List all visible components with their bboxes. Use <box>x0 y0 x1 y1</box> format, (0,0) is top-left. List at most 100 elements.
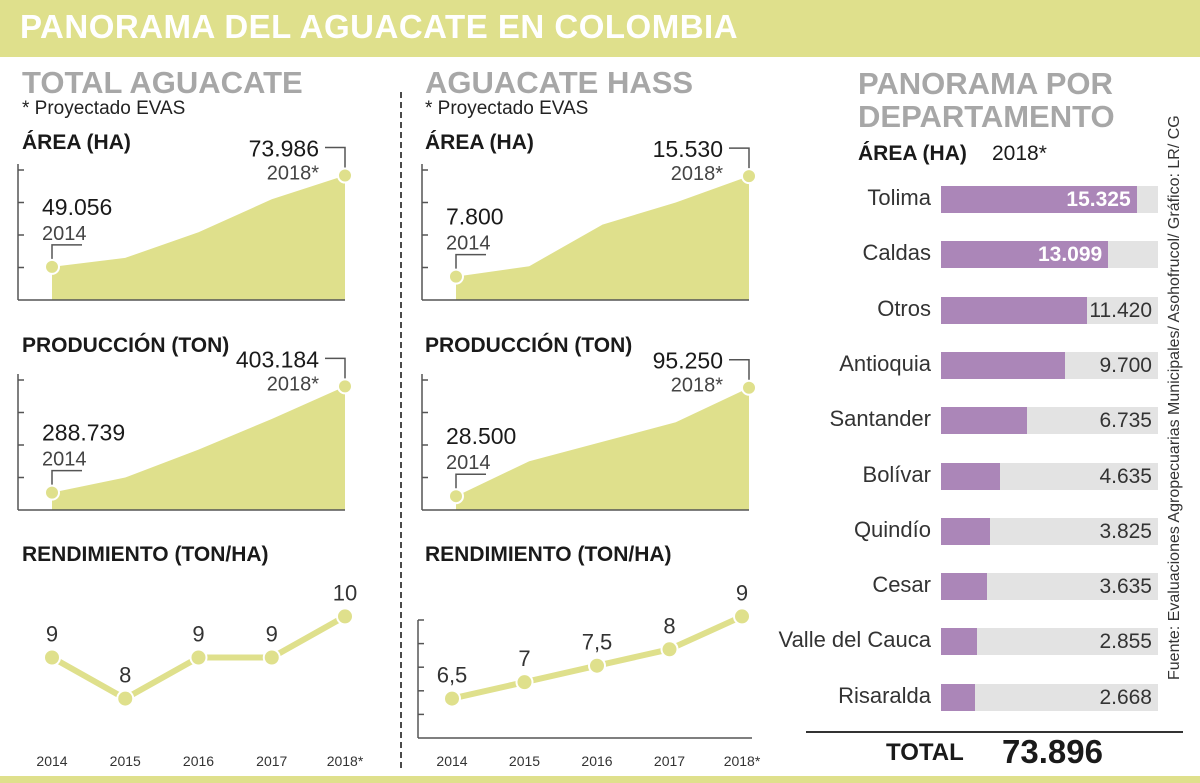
bar-value-label: 3.635 <box>1099 575 1152 599</box>
hass-area-value-first: 7.800 <box>446 204 504 230</box>
total-rendimiento-title: RENDIMIENTO (TON/HA) <box>22 543 269 566</box>
bar-track: 9.700 <box>941 351 1158 379</box>
bar-value-label: 13.099 <box>1037 243 1103 267</box>
bar-category-label: Risaralda <box>838 682 931 708</box>
bar-track: 2.855 <box>941 628 1158 656</box>
hass-produccion-year-last: 2018* <box>671 375 723 397</box>
total-produccion-year-first: 2014 <box>42 449 87 471</box>
hass-rendimiento-data-label: 7 <box>518 646 530 671</box>
total-produccion-title: PRODUCCIÓN (TON) <box>22 334 230 357</box>
hass-area-year-last: 2018* <box>671 163 723 185</box>
hass-rendimiento-data-label: 8 <box>663 613 675 638</box>
hass-area-area-fill <box>456 176 749 300</box>
bar-track: 6.735 <box>941 407 1158 435</box>
total-rendimiento-point <box>336 607 354 626</box>
hass-area-year-first: 2014 <box>446 233 491 255</box>
bar-track: 4.635 <box>941 462 1158 490</box>
source-credit: Fuente: Evaluaciones Agropecuarias Munic… <box>1166 115 1183 680</box>
bar-category-label: Bolívar <box>862 461 931 487</box>
bar <box>941 683 976 711</box>
total-rendimiento-point <box>189 648 208 667</box>
total-rendimiento-x-tick-label: 2015 <box>110 753 141 769</box>
hass-produccion-callout-last <box>729 358 750 380</box>
bar-category-label: Quindío <box>853 516 931 542</box>
hass-produccion-title: PRODUCCIÓN (TON) <box>425 334 633 357</box>
total-value: 73.896 <box>1002 733 1103 770</box>
total-rendimiento-data-label: 9 <box>192 622 204 647</box>
bar-track: 3.635 <box>941 573 1158 601</box>
hass-rendimiento-point <box>515 673 534 692</box>
hass-area-callout-last <box>729 147 750 169</box>
bar-track: 2.668 <box>941 683 1158 711</box>
bar-value-label: 3.825 <box>1099 519 1152 543</box>
hass-rendimiento-x-tick-label: 2017 <box>654 753 685 769</box>
depto-area-title: ÁREA (HA) <box>858 142 967 165</box>
hass-produccion-callout-first <box>455 473 486 489</box>
bar <box>941 573 988 601</box>
total-produccion-value-first: 288.739 <box>42 420 125 446</box>
depto-year-label: 2018* <box>992 142 1047 165</box>
hass-rendimiento-data-label: 6,5 <box>437 663 468 688</box>
bar-value-label: 15.325 <box>1066 188 1131 211</box>
total-area-callout-first <box>51 244 82 259</box>
total-area-point <box>44 258 60 275</box>
depto-section-title-line1: PANORAMA POR <box>858 66 1113 101</box>
page-title: PANORAMA DEL AGUACATE EN COLOMBIA <box>20 8 739 45</box>
total-label: TOTAL <box>886 739 964 766</box>
total-projection-note: * Proyectado EVAS <box>22 98 186 119</box>
total-produccion-point <box>44 484 60 501</box>
hass-area-point <box>741 168 757 185</box>
bar-value-label: 2.668 <box>1099 685 1152 709</box>
hass-area-point <box>448 268 464 285</box>
hass-produccion-point <box>448 488 464 505</box>
total-rendimiento-point <box>43 648 61 667</box>
total-rendimiento-x-tick-label: 2016 <box>183 753 214 769</box>
hass-rendimiento-data-label: 9 <box>736 580 748 605</box>
bar-category-label: Tolima <box>867 185 931 210</box>
total-area-year-first: 2014 <box>42 223 87 245</box>
hass-area-value-last: 15.530 <box>653 136 723 162</box>
title-banner: PANORAMA DEL AGUACATE EN COLOMBIA <box>0 0 1200 57</box>
total-rendimiento-point <box>116 689 135 708</box>
hass-rendimiento-x-tick-label: 2015 <box>509 753 540 769</box>
total-rendimiento-chart: 9 2014 8 2015 9 2016 9 2017 10 2018* <box>36 580 364 769</box>
hass-produccion-value-last: 95.250 <box>653 348 723 374</box>
hass-rendimiento-title: RENDIMIENTO (TON/HA) <box>425 543 672 566</box>
total-section-title: TOTAL AGUACATE <box>22 65 303 100</box>
total-rendimiento-point <box>262 648 281 667</box>
bar-category-label: Santander <box>829 406 931 432</box>
bar <box>941 628 978 656</box>
total-area-area-fill <box>52 175 345 300</box>
hass-rendimiento-x-tick-label: 2014 <box>436 753 467 769</box>
bar-value-label: 9.700 <box>1099 353 1152 377</box>
bar <box>941 407 1027 435</box>
bar <box>941 517 990 545</box>
total-rendimiento-data-label: 8 <box>119 663 131 688</box>
hass-rendimiento-point <box>443 689 461 708</box>
bar-value-label: 2.855 <box>1099 630 1152 654</box>
total-produccion-year-last: 2018* <box>267 373 319 395</box>
bar-track: 13.099 <box>941 241 1158 269</box>
hass-rendimiento-point <box>660 640 679 659</box>
bar-category-label: Valle del Cauca <box>778 627 931 653</box>
hass-produccion-area-fill <box>456 387 749 510</box>
total-rendimiento-data-label: 9 <box>46 622 58 647</box>
total-divider-line <box>806 731 1183 733</box>
bar-track: 3.825 <box>941 517 1158 545</box>
hass-rendimiento-point <box>588 656 606 675</box>
bar <box>941 186 1137 213</box>
total-area-callout-last <box>325 146 346 168</box>
hass-area-callout-first <box>455 253 486 269</box>
bar-category-label: Antioquia <box>839 350 931 376</box>
hass-area-title: ÁREA (HA) <box>425 131 534 154</box>
total-rendimiento-data-label: 10 <box>333 580 357 605</box>
bar-track: 15.325 <box>941 186 1158 213</box>
total-rendimiento-x-tick-label: 2017 <box>256 753 287 769</box>
total-area-point <box>337 167 353 184</box>
hass-projection-note: * Proyectado EVAS <box>425 98 589 119</box>
total-rendimiento-x-tick-label: 2018* <box>327 753 364 769</box>
